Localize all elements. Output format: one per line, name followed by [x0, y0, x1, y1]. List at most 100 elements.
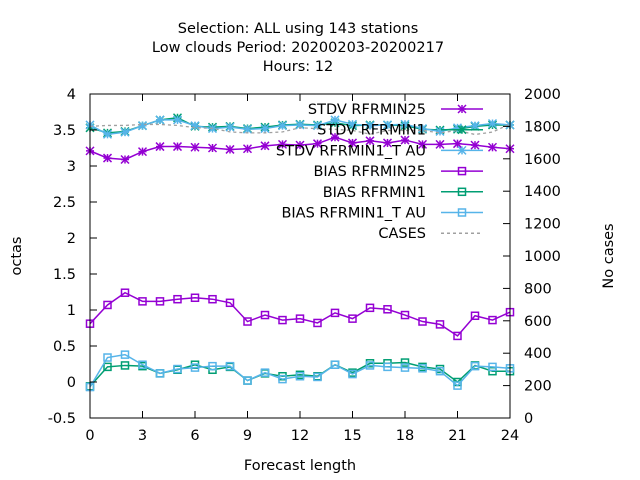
data-point: [137, 147, 148, 157]
data-point: [347, 119, 358, 129]
x-tick-label: 24: [501, 428, 519, 444]
legend: STDV RFRMIN25 STDV RFRMIN1 STDV RFRMIN1_T …: [276, 102, 483, 242]
data-point: [208, 361, 217, 371]
data-point: [243, 376, 252, 385]
data-point: [383, 305, 392, 314]
data-point: [383, 362, 392, 372]
data-point: [172, 115, 183, 125]
y2-axis-label: No cases: [601, 223, 617, 288]
axis-ticks: 0 3 6 9 12 15 18 21 24 -0.5 0 0.5 1 1.5 2 2.5 3 3.5 4 0 200 4…: [48, 87, 561, 444]
x-tick-label: 3: [138, 428, 147, 444]
data-point: [103, 300, 112, 310]
series-6: [89, 123, 511, 136]
data-point: [102, 153, 113, 163]
data-point: [348, 369, 357, 379]
data-point: [225, 361, 235, 371]
data-point: [225, 298, 235, 308]
x-axis-label: Forecast length: [244, 458, 356, 474]
data-point: [418, 364, 427, 373]
data-point: [260, 310, 270, 320]
y2-tick-label: 1600: [524, 152, 561, 168]
legend-marker: [457, 145, 467, 155]
data-point: [435, 320, 445, 329]
data-point: [488, 362, 497, 372]
data-point: [295, 371, 305, 381]
data-point: [400, 310, 410, 320]
data-point: [470, 361, 480, 371]
series-layer: [85, 113, 515, 392]
data-point: [488, 366, 497, 376]
data-point: [330, 132, 340, 142]
series-4: [85, 358, 515, 391]
data-point: [190, 121, 200, 131]
data-point: [208, 294, 217, 304]
x-tick-label: 6: [190, 428, 199, 444]
y-tick-label: 2: [67, 231, 76, 247]
y2-tick-label: 2000: [524, 87, 561, 103]
data-point: [487, 142, 498, 152]
data-point: [452, 139, 463, 149]
data-point: [138, 297, 147, 306]
series-line: [89, 353, 511, 388]
data-point: [277, 139, 288, 149]
data-point: [242, 124, 253, 134]
y-tick-label: 1.5: [53, 267, 76, 283]
data-point: [382, 138, 393, 148]
data-point: [242, 144, 253, 154]
data-point: [400, 135, 410, 145]
legend-label: STDV RFRMIN1_T AU: [276, 143, 426, 159]
series-5: [85, 350, 515, 392]
data-point: [260, 141, 270, 151]
legend-entry: STDV RFRMIN1_T AU: [276, 143, 483, 159]
data-point: [313, 372, 322, 382]
legend-label: STDV RFRMIN1: [317, 123, 426, 139]
data-point: [155, 369, 165, 378]
legend-marker: [457, 104, 467, 114]
data-point: [260, 368, 270, 377]
data-point: [155, 115, 165, 125]
legend-label: CASES: [378, 226, 426, 242]
data-point: [102, 129, 113, 139]
y-tick-label: 2.5: [53, 195, 76, 211]
y-tick-label: 0.5: [53, 339, 76, 355]
legend-entry: STDV RFRMIN1: [317, 123, 483, 139]
data-point: [137, 121, 148, 131]
data-point: [120, 350, 130, 359]
series-0: [85, 132, 515, 165]
y-tick-label: 4: [67, 87, 76, 103]
data-point: [225, 144, 235, 154]
data-point: [488, 315, 497, 325]
data-point: [348, 314, 357, 323]
data-point: [225, 122, 235, 132]
data-point: [400, 358, 410, 367]
y2-tick-label: 600: [524, 314, 552, 330]
data-point: [120, 288, 130, 297]
data-point: [260, 124, 270, 134]
data-point: [330, 115, 340, 125]
y2-tick-label: 400: [524, 346, 552, 362]
data-point: [295, 120, 305, 130]
chart-title: Selection: ALL using 143 stations Low clo…: [152, 21, 444, 75]
legend-label: STDV RFRMIN25: [308, 102, 426, 118]
data-point: [435, 139, 445, 149]
y-tick-label: 0: [67, 375, 76, 391]
data-point: [190, 363, 200, 372]
y-tick-label: 3.5: [53, 123, 76, 139]
y-tick-label: 3: [67, 159, 76, 175]
data-point: [400, 363, 410, 372]
data-point: [365, 136, 375, 146]
data-point: [330, 308, 340, 318]
data-point: [278, 374, 287, 384]
x-tick-label: 15: [343, 428, 361, 444]
legend-marker: [457, 166, 467, 176]
x-tick-label: 12: [291, 428, 309, 444]
data-point: [120, 127, 130, 137]
data-point: [207, 143, 218, 153]
data-point: [190, 293, 200, 303]
data-point: [418, 317, 427, 326]
x-tick-label: 9: [243, 428, 252, 444]
data-point: [330, 360, 340, 369]
legend-label: BIAS RFRMIN1_T AU: [281, 206, 426, 222]
series-line: [89, 361, 510, 387]
